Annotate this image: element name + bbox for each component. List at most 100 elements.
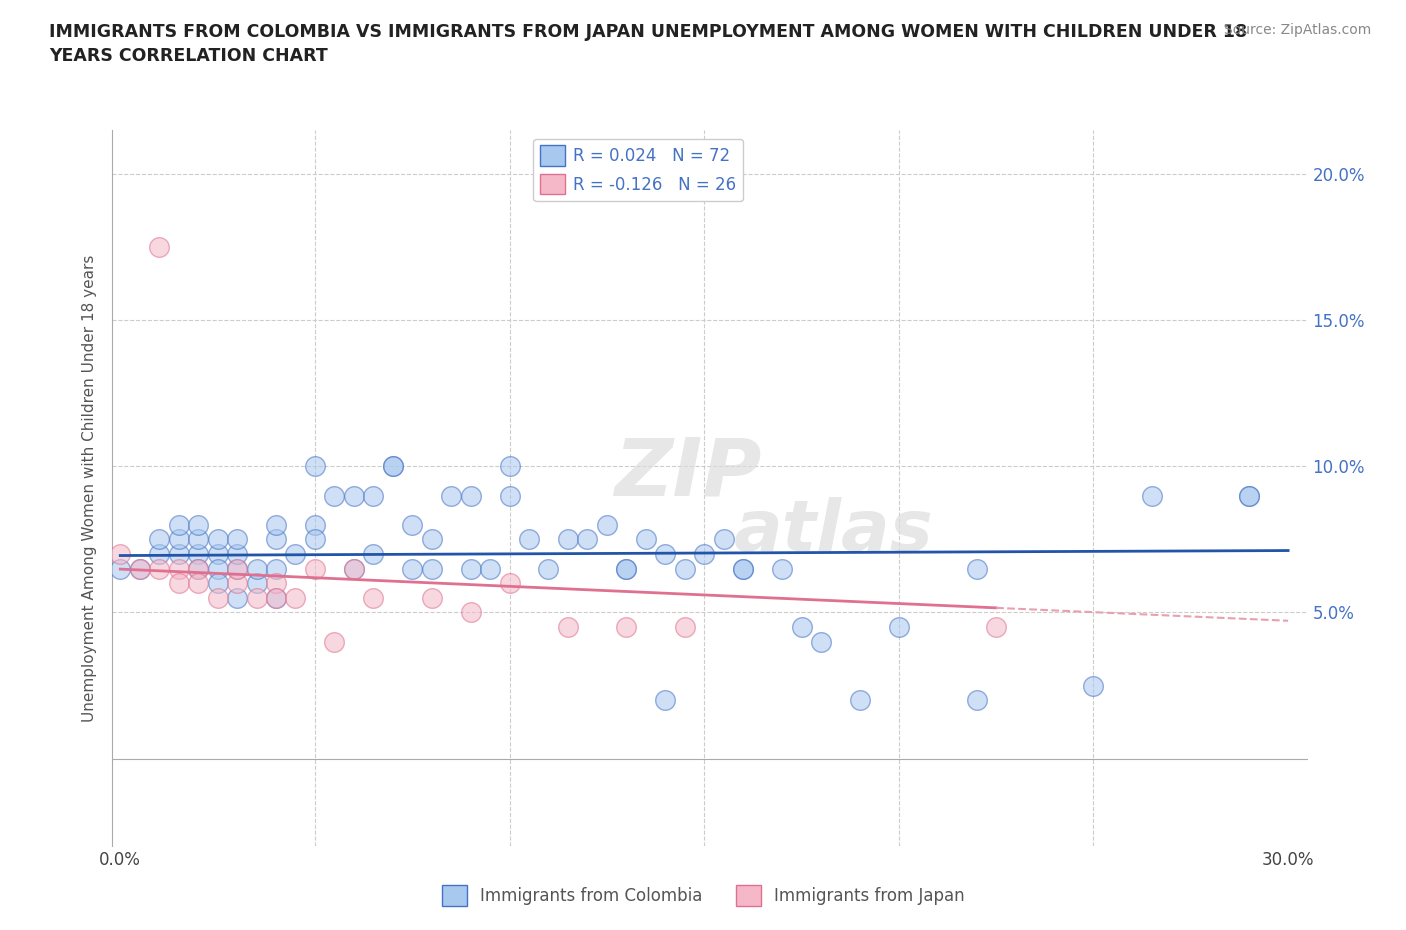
Point <box>770 561 793 576</box>
Point <box>614 561 637 576</box>
Legend: Immigrants from Colombia, Immigrants from Japan: Immigrants from Colombia, Immigrants fro… <box>434 879 972 912</box>
Point <box>226 532 249 547</box>
Point <box>128 561 150 576</box>
Point <box>966 561 988 576</box>
Point <box>226 547 249 562</box>
Point <box>343 488 366 503</box>
Point <box>498 488 520 503</box>
Point <box>654 693 676 708</box>
Point <box>284 547 307 562</box>
Point <box>363 547 385 562</box>
Point <box>733 561 755 576</box>
Point <box>207 591 229 605</box>
Point <box>596 517 619 532</box>
Point <box>226 591 249 605</box>
Point <box>187 561 209 576</box>
Point <box>284 591 307 605</box>
Point <box>343 561 366 576</box>
Point <box>420 591 443 605</box>
Point <box>226 561 249 576</box>
Point <box>128 561 150 576</box>
Point <box>381 458 404 473</box>
Point <box>148 561 170 576</box>
Point <box>381 458 404 473</box>
Point <box>167 532 190 547</box>
Point <box>713 532 735 547</box>
Point <box>304 458 326 473</box>
Point <box>1237 488 1260 503</box>
Point <box>343 561 366 576</box>
Point <box>245 561 267 576</box>
Point <box>440 488 463 503</box>
Point <box>148 547 170 562</box>
Point <box>207 547 229 562</box>
Point <box>557 532 579 547</box>
Point <box>420 561 443 576</box>
Point <box>401 561 423 576</box>
Point <box>226 576 249 591</box>
Point <box>167 576 190 591</box>
Point <box>790 619 813 634</box>
Point <box>420 532 443 547</box>
Point <box>673 561 696 576</box>
Point <box>264 561 287 576</box>
Point <box>245 576 267 591</box>
Point <box>187 517 209 532</box>
Point <box>654 547 676 562</box>
Text: atlas: atlas <box>734 497 934 565</box>
Point <box>986 619 1008 634</box>
Point <box>264 591 287 605</box>
Point <box>110 561 132 576</box>
Point <box>245 591 267 605</box>
Point <box>264 517 287 532</box>
Point <box>148 532 170 547</box>
Point <box>887 619 910 634</box>
Point <box>148 240 170 255</box>
Point <box>576 532 599 547</box>
Point <box>167 561 190 576</box>
Text: Source: ZipAtlas.com: Source: ZipAtlas.com <box>1223 23 1371 37</box>
Point <box>966 693 988 708</box>
Point <box>517 532 540 547</box>
Point <box>207 561 229 576</box>
Point <box>363 488 385 503</box>
Point <box>460 561 482 576</box>
Point <box>323 488 346 503</box>
Point <box>187 561 209 576</box>
Point <box>264 532 287 547</box>
Point <box>304 517 326 532</box>
Point <box>187 532 209 547</box>
Point <box>187 547 209 562</box>
Point <box>304 532 326 547</box>
Point <box>207 532 229 547</box>
Point <box>264 576 287 591</box>
Legend: R = 0.024   N = 72, R = -0.126   N = 26: R = 0.024 N = 72, R = -0.126 N = 26 <box>533 139 744 201</box>
Point <box>323 634 346 649</box>
Point <box>460 605 482 620</box>
Point <box>634 532 657 547</box>
Point <box>810 634 832 649</box>
Point <box>207 576 229 591</box>
Text: IMMIGRANTS FROM COLOMBIA VS IMMIGRANTS FROM JAPAN UNEMPLOYMENT AMONG WOMEN WITH : IMMIGRANTS FROM COLOMBIA VS IMMIGRANTS F… <box>49 23 1247 65</box>
Point <box>693 547 716 562</box>
Point <box>614 561 637 576</box>
Point <box>733 561 755 576</box>
Point <box>304 561 326 576</box>
Point <box>498 458 520 473</box>
Point <box>264 591 287 605</box>
Point <box>187 576 209 591</box>
Text: ZIP: ZIP <box>614 435 762 513</box>
Point <box>479 561 502 576</box>
Point <box>849 693 872 708</box>
Point <box>401 517 423 532</box>
Point <box>537 561 560 576</box>
Point <box>673 619 696 634</box>
Point <box>167 517 190 532</box>
Point <box>363 591 385 605</box>
Point <box>110 547 132 562</box>
Y-axis label: Unemployment Among Women with Children Under 18 years: Unemployment Among Women with Children U… <box>82 255 97 722</box>
Point <box>167 547 190 562</box>
Point <box>460 488 482 503</box>
Point <box>1083 678 1105 693</box>
Point <box>614 619 637 634</box>
